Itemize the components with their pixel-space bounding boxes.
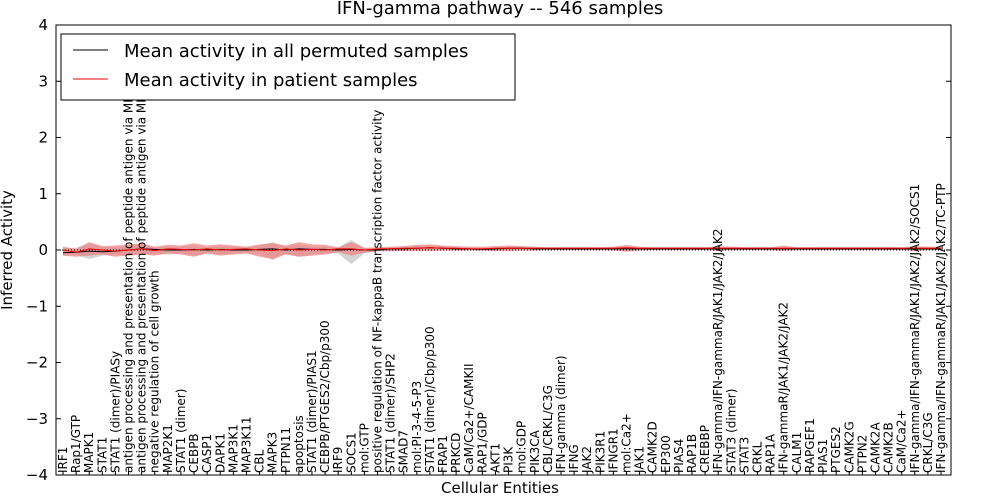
- category-label: STAT1 (dimer)/Cbp/p300: [423, 326, 437, 473]
- y-tick-label: −2: [26, 354, 48, 372]
- category-labels-layer: IRF1 Rap1/GTP MAPK1 STAT1 STAT1 (dimer)/PIAS…: [56, 41, 948, 474]
- category-label: mol:Ca2+: [620, 413, 634, 473]
- y-tick-label: −4: [26, 466, 48, 484]
- y-tick-label: 0: [38, 241, 48, 259]
- y-tick-label: 2: [38, 129, 48, 147]
- category-label: CEBPB/PTGES2/Cbp/p300: [318, 320, 332, 473]
- lines-layer: [56, 247, 951, 254]
- category-label: positive regulation of NF-kappaB transcr…: [371, 110, 385, 473]
- category-label: PI3K: [502, 446, 516, 473]
- category-label: MAP2K1: [161, 424, 175, 473]
- category-label: CaM/Ca2+/CAMKII: [462, 364, 476, 473]
- category-label: PTPN2: [855, 435, 869, 473]
- legend-label-patient: Mean activity in patient samples: [124, 70, 418, 91]
- category-label: STAT1 (dimer)/SHP2: [384, 353, 398, 473]
- category-label: FRAP1: [436, 435, 450, 473]
- category-label: negative regulation of cell growth: [148, 270, 162, 473]
- category-label: IFNGR1: [606, 428, 620, 473]
- category-label: CASP1: [200, 434, 214, 473]
- category-label: PIK3R1: [593, 431, 607, 473]
- legend-label-permuted: Mean activity in all permuted samples: [124, 41, 468, 62]
- category-label: MAPK3: [266, 432, 280, 473]
- category-label: MAP3K11: [240, 416, 254, 473]
- chart-title: IFN-gamma pathway -- 546 samples: [337, 0, 664, 19]
- category-label: PIAS4: [672, 439, 686, 473]
- legend: Mean activity in all permuted samples Me…: [60, 33, 516, 101]
- category-label: CAMK2B: [882, 422, 896, 473]
- category-label: CAMK2A: [869, 422, 883, 473]
- category-label: JAK2: [580, 446, 594, 474]
- category-label: IFN-gamma/IFN-gammaR/JAK1/JAK2/JAK2/TC-P…: [934, 183, 948, 473]
- category-label: SOCS1: [344, 432, 358, 473]
- axes-layer: −4 −3 −2 −1 0 1 2 3 4: [26, 16, 952, 484]
- category-label: CBL/CRKL/C3G: [541, 385, 555, 473]
- category-label: IFN-gammaR/JAK1/JAK2/JAK2: [777, 302, 791, 473]
- category-label: mol:GTP: [357, 423, 371, 473]
- category-label: STAT1 (dimer)/PIAS1: [305, 350, 319, 473]
- category-label: IFNG: [567, 444, 581, 473]
- category-label: IFN-gamma (dimer): [554, 355, 568, 473]
- category-label: SMAD7: [397, 430, 411, 473]
- category-label: STAT3: [737, 437, 751, 473]
- y-tick-label: 4: [38, 16, 48, 34]
- series-line-1: [62, 247, 941, 253]
- category-label: Rap1/GTP: [69, 415, 83, 473]
- category-label: CAMK2D: [646, 421, 660, 473]
- category-label: CaM/Ca2+: [895, 409, 909, 473]
- legend-box: [60, 33, 516, 101]
- y-tick-label: 1: [38, 185, 48, 203]
- category-label: IRF9: [331, 447, 345, 473]
- category-label: CRKL/C3G: [921, 412, 935, 473]
- y-tick-label: −1: [26, 297, 48, 315]
- category-label: MAPK1: [82, 432, 96, 473]
- category-label: MAP3K1: [226, 424, 240, 473]
- category-label: EP300: [659, 435, 673, 473]
- y-tick-label: 3: [38, 72, 48, 90]
- category-label: PIK3CA: [528, 429, 542, 473]
- category-label: PTGES2: [829, 426, 843, 473]
- category-label: STAT3 (dimer): [724, 389, 738, 473]
- category-label: CBL: [253, 449, 267, 473]
- y-axis-title: Inferred Activity: [0, 190, 16, 310]
- band-patient: [63, 242, 941, 259]
- x-axis-title: Cellular Entities: [441, 479, 559, 497]
- category-label: apoptosis: [292, 415, 306, 473]
- y-tick-label: −3: [26, 410, 48, 428]
- category-label: JAK1: [633, 446, 647, 474]
- category-label: PTPN11: [279, 427, 293, 473]
- category-label: IFN-gamma/IFN-gammaR/JAK1/JAK2/JAK2: [711, 228, 725, 473]
- category-label: STAT1 (dimer): [174, 389, 188, 473]
- category-label: IRF1: [56, 447, 70, 473]
- category-label: PRKCD: [449, 433, 463, 473]
- category-label: STAT1 (dimer)/PIASy: [108, 351, 122, 473]
- category-label: AKT1: [488, 443, 502, 473]
- category-label: DAPK1: [213, 433, 227, 473]
- category-label: RAP1B: [685, 434, 699, 473]
- category-label: CAMK2G: [842, 421, 856, 473]
- category-label: IFN-gamma/IFN-gammaR/JAK1/JAK2/JAK2/SOCS…: [908, 184, 922, 473]
- category-label: PIAS1: [816, 439, 830, 473]
- category-label: mol:GDP: [515, 421, 529, 473]
- bands-layer: [63, 239, 941, 265]
- category-label: CALM1: [790, 432, 804, 473]
- category-label: RAPGEF1: [803, 418, 817, 473]
- category-label: CREBBP: [698, 425, 712, 473]
- category-label: RAP1/GDP: [475, 412, 489, 473]
- category-label: CRKL: [751, 441, 765, 473]
- category-label: CEBPB: [187, 433, 201, 473]
- category-label: RAP1A: [764, 433, 778, 473]
- category-label: mol:PI-3-4-5-P3: [410, 381, 424, 473]
- category-label: antigen processing and presentation of p…: [135, 41, 149, 473]
- category-label: antigen processing and presentation of p…: [122, 44, 136, 473]
- category-label: STAT1: [95, 437, 109, 473]
